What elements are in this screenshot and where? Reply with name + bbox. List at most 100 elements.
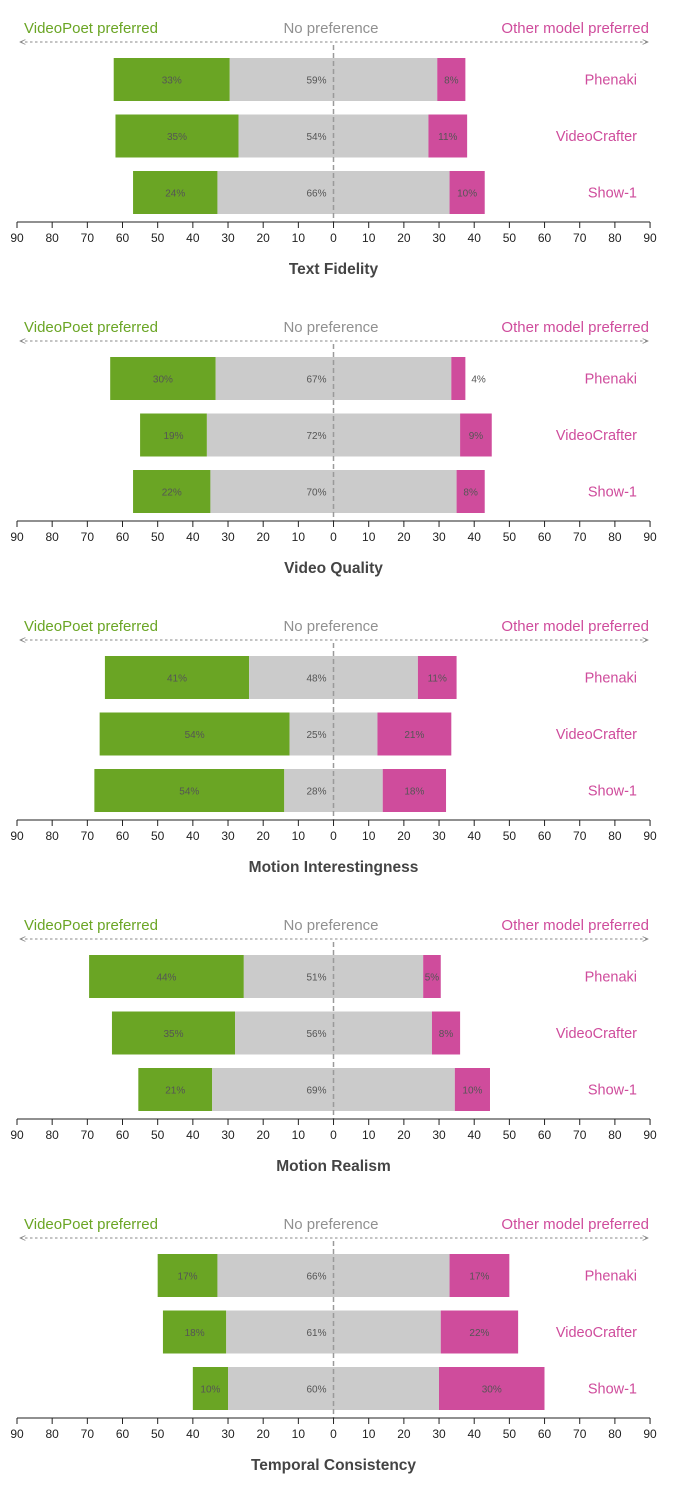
- x-tick-label: 20: [397, 1128, 411, 1142]
- x-tick-label: 60: [116, 1427, 130, 1441]
- x-tick-label: 10: [292, 231, 306, 245]
- bar-label-no-preference: 28%: [306, 787, 326, 798]
- model-label: Show-1: [588, 485, 637, 501]
- header-other-model-preferred: Other model preferred: [501, 1216, 649, 1233]
- bar-label-no-preference: 66%: [306, 189, 326, 200]
- header-other-model-preferred: Other model preferred: [501, 20, 649, 37]
- x-tick-label: 70: [573, 1128, 587, 1142]
- bar-label-videopoet: 24%: [165, 189, 185, 200]
- chart-panel: VideoPoet preferred No preference Other mo…: [10, 1216, 657, 1474]
- x-tick-label: 60: [538, 1427, 552, 1441]
- x-tick-label: 40: [186, 1128, 200, 1142]
- header-videopoet-preferred: VideoPoet preferred: [24, 618, 158, 635]
- x-tick-label: 30: [432, 231, 446, 245]
- bar-label-videopoet: 35%: [167, 132, 187, 143]
- bar-other-preferred: [449, 1254, 510, 1297]
- x-tick-label: 60: [538, 829, 552, 843]
- x-tick-label: 60: [538, 1128, 552, 1142]
- x-tick-label: 50: [503, 1427, 517, 1441]
- x-tick-label: 50: [151, 530, 165, 544]
- bar-label-other: 17%: [469, 1272, 489, 1283]
- bar-label-videopoet: 19%: [163, 431, 183, 442]
- x-tick-label: 50: [503, 1128, 517, 1142]
- chart-title: Text Fidelity: [289, 261, 379, 278]
- bar-label-no-preference: 54%: [306, 132, 326, 143]
- bar-label-other: 8%: [439, 1029, 454, 1040]
- bar-label-no-preference: 70%: [306, 488, 326, 499]
- x-tick-label: 90: [10, 1427, 24, 1441]
- header-other-model-preferred: Other model preferred: [501, 319, 649, 336]
- chart-title: Motion Realism: [276, 1158, 391, 1175]
- bar-label-videopoet: 54%: [179, 787, 199, 798]
- model-label: Phenaki: [585, 1269, 637, 1285]
- x-tick-label: 50: [503, 829, 517, 843]
- x-tick-label: 40: [468, 829, 482, 843]
- x-tick-label: 80: [45, 1427, 59, 1441]
- bar-videopoet-preferred: [140, 413, 207, 457]
- x-tick-label: 0: [330, 231, 337, 245]
- bar-label-other: 11%: [428, 674, 447, 685]
- x-tick-label: 30: [432, 1128, 446, 1142]
- bar-label-videopoet: 21%: [165, 1086, 185, 1097]
- x-tick-label: 40: [186, 1427, 200, 1441]
- x-tick-label: 80: [45, 829, 59, 843]
- bar-label-other: 21%: [404, 730, 424, 741]
- bar-label-videopoet: 35%: [163, 1029, 183, 1040]
- x-tick-label: 50: [151, 1128, 165, 1142]
- x-tick-label: 70: [81, 1427, 95, 1441]
- bar-videopoet-preferred: [111, 1011, 236, 1055]
- x-tick-label: 70: [81, 829, 95, 843]
- x-tick-label: 90: [10, 530, 24, 544]
- header-no-preference: No preference: [283, 319, 378, 336]
- x-tick-label: 10: [362, 1427, 376, 1441]
- bar-label-other: 8%: [444, 76, 459, 87]
- x-tick-label: 90: [643, 530, 657, 544]
- chart-title: Video Quality: [284, 560, 383, 577]
- bar-label-videopoet: 30%: [153, 375, 173, 386]
- header-no-preference: No preference: [283, 20, 378, 37]
- x-tick-label: 50: [503, 530, 517, 544]
- chart-title: Motion Interestingness: [249, 859, 419, 876]
- x-tick-label: 90: [643, 829, 657, 843]
- x-tick-label: 40: [186, 231, 200, 245]
- x-tick-label: 50: [151, 231, 165, 245]
- bar-other-preferred: [454, 1068, 490, 1111]
- x-tick-label: 60: [116, 829, 130, 843]
- x-tick-label: 90: [10, 1128, 24, 1142]
- x-tick-label: 10: [362, 530, 376, 544]
- x-tick-label: 90: [643, 231, 657, 245]
- x-tick-label: 80: [608, 1128, 622, 1142]
- model-label: Show-1: [588, 1083, 637, 1099]
- x-tick-label: 80: [608, 231, 622, 245]
- bar-other-preferred: [423, 955, 441, 998]
- x-tick-label: 20: [257, 1427, 271, 1441]
- bar-label-videopoet: 33%: [162, 76, 182, 87]
- x-tick-label: 20: [257, 829, 271, 843]
- x-tick-label: 10: [292, 829, 306, 843]
- bar-label-videopoet: 22%: [162, 488, 182, 499]
- header-no-preference: No preference: [283, 917, 378, 934]
- bar-videopoet-preferred: [192, 1367, 228, 1410]
- bar-other-preferred: [449, 171, 485, 214]
- x-tick-label: 20: [257, 1128, 271, 1142]
- x-tick-label: 80: [608, 829, 622, 843]
- bar-label-videopoet: 10%: [200, 1385, 220, 1396]
- chart-panel: VideoPoet preferred No preference Other mo…: [10, 20, 657, 278]
- header-no-preference: No preference: [283, 618, 378, 635]
- header-videopoet-preferred: VideoPoet preferred: [24, 917, 158, 934]
- model-label: Show-1: [588, 1382, 637, 1398]
- bar-other-preferred: [377, 712, 452, 756]
- bar-label-other: 5%: [425, 973, 440, 984]
- model-label: Phenaki: [585, 73, 637, 89]
- chart-panel: VideoPoet preferred No preference Other mo…: [10, 319, 657, 577]
- bar-label-other: 11%: [438, 132, 457, 143]
- bar-videopoet-preferred: [94, 769, 285, 812]
- bar-label-other: 22%: [469, 1328, 489, 1339]
- x-tick-label: 30: [221, 829, 235, 843]
- x-tick-label: 80: [45, 530, 59, 544]
- bar-label-videopoet: 17%: [178, 1272, 198, 1283]
- bar-label-videopoet: 44%: [156, 973, 176, 984]
- bar-label-other: 18%: [404, 787, 424, 798]
- model-label: Phenaki: [585, 671, 637, 687]
- x-tick-label: 70: [573, 530, 587, 544]
